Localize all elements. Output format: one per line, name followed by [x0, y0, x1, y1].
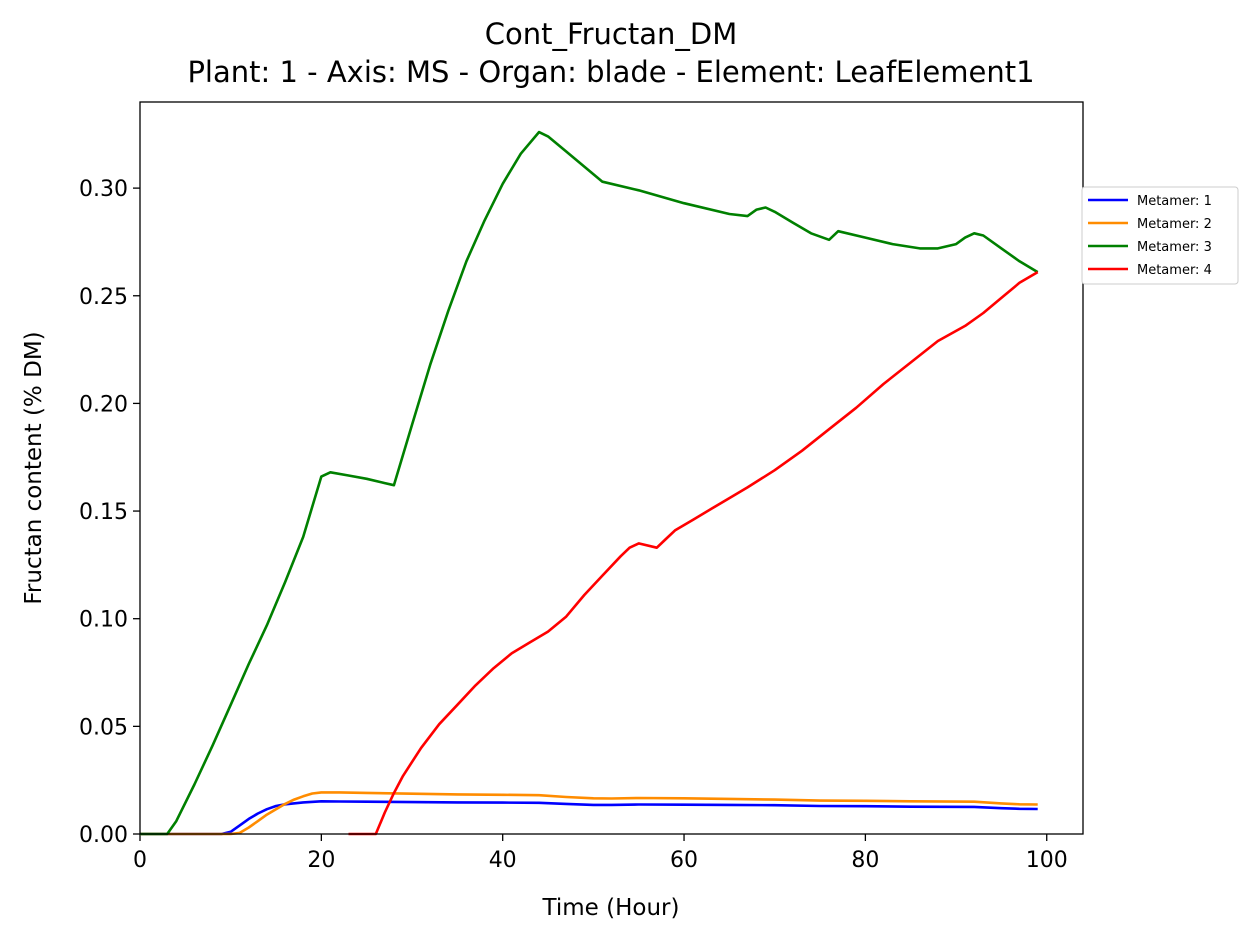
series-lines	[140, 130, 1039, 836]
legend-label-metamer-2: Metamer: 2	[1137, 217, 1212, 232]
series-line-metamer-3	[140, 130, 1039, 836]
chart-legend: Metamer: 1 Metamer: 2 Metamer: 3 Metamer: 4	[1081, 186, 1239, 285]
y-tick-label: 0.05	[79, 715, 128, 740]
y-axis-label: Fructan content (% DM)	[21, 331, 47, 604]
legend-frame	[1081, 186, 1239, 285]
x-tick-label: 20	[307, 848, 335, 873]
y-axis-ticks: 0.00 0.05 0.10 0.15 0.20 0.25 0.30	[79, 177, 140, 848]
y-tick-label: 0.10	[79, 608, 128, 633]
y-tick-label: 0.15	[79, 500, 128, 525]
x-tick-label: 60	[670, 848, 698, 873]
legend-label-metamer-1: Metamer: 1	[1137, 194, 1212, 209]
legend-label-metamer-4: Metamer: 4	[1137, 263, 1212, 278]
y-tick-label: 0.30	[79, 177, 128, 202]
series-line-metamer-1	[140, 800, 1038, 836]
x-tick-label: 80	[851, 848, 879, 873]
series-line-metamer-2	[140, 791, 1038, 836]
plot-frame	[139, 101, 1084, 835]
series-line-metamer-4	[348, 270, 1039, 836]
legend-label-metamer-3: Metamer: 3	[1137, 240, 1212, 255]
chart-subtitle: Plant: 1 - Axis: MS - Organ: blade - Ele…	[187, 55, 1034, 89]
chart-title: Cont_Fructan_DM	[485, 17, 737, 51]
y-tick-label: 0.20	[79, 392, 128, 417]
x-axis-label: Time (Hour)	[542, 895, 680, 921]
x-tick-label: 0	[133, 848, 147, 873]
y-tick-label: 0.00	[79, 823, 128, 848]
y-tick-label: 0.25	[79, 285, 128, 310]
x-tick-label: 100	[1026, 848, 1068, 873]
x-axis-ticks: 0 20 40 60 80 100	[133, 834, 1068, 873]
x-tick-label: 40	[489, 848, 517, 873]
